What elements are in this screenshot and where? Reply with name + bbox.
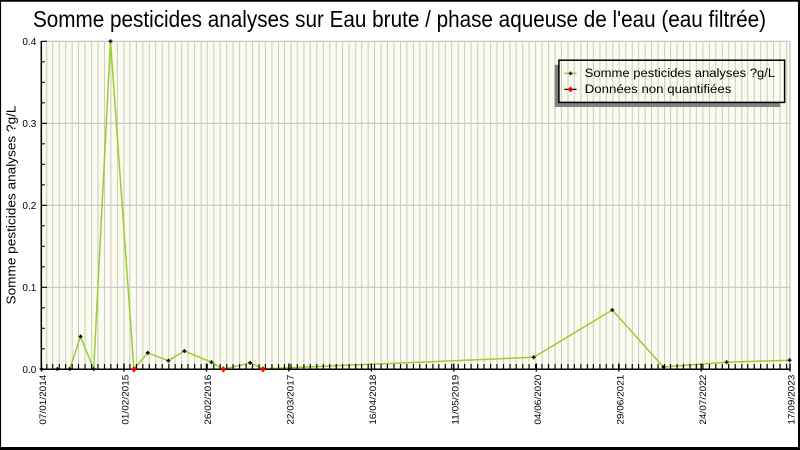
svg-text:Somme pesticides analyses ?g/L: Somme pesticides analyses ?g/L [585, 68, 776, 80]
svg-text:0.4: 0.4 [22, 37, 36, 48]
svg-text:29/06/2021: 29/06/2021 [615, 375, 626, 425]
svg-text:17/09/2023: 17/09/2023 [787, 375, 798, 425]
svg-text:11/05/2019: 11/05/2019 [451, 375, 462, 425]
svg-text:24/07/2022: 24/07/2022 [698, 375, 709, 425]
svg-text:16/04/2018: 16/04/2018 [368, 375, 379, 425]
svg-text:01/02/2015: 01/02/2015 [121, 375, 132, 425]
svg-text:26/02/2016: 26/02/2016 [203, 375, 214, 425]
svg-text:0.3: 0.3 [22, 119, 36, 130]
svg-text:04/06/2020: 04/06/2020 [533, 375, 544, 425]
svg-text:22/03/2017: 22/03/2017 [286, 375, 297, 425]
svg-text:0.2: 0.2 [22, 201, 36, 212]
svg-text:Données non quantifiées: Données non quantifiées [585, 84, 732, 96]
svg-text:Somme pesticides analyses ?g/L: Somme pesticides analyses ?g/L [4, 106, 19, 305]
svg-text:0.0: 0.0 [22, 365, 36, 376]
svg-text:07/01/2014: 07/01/2014 [38, 375, 49, 425]
svg-text:0.1: 0.1 [22, 283, 36, 294]
svg-text:Somme pesticides analyses sur: Somme pesticides analyses sur Eau brute … [33, 6, 766, 32]
